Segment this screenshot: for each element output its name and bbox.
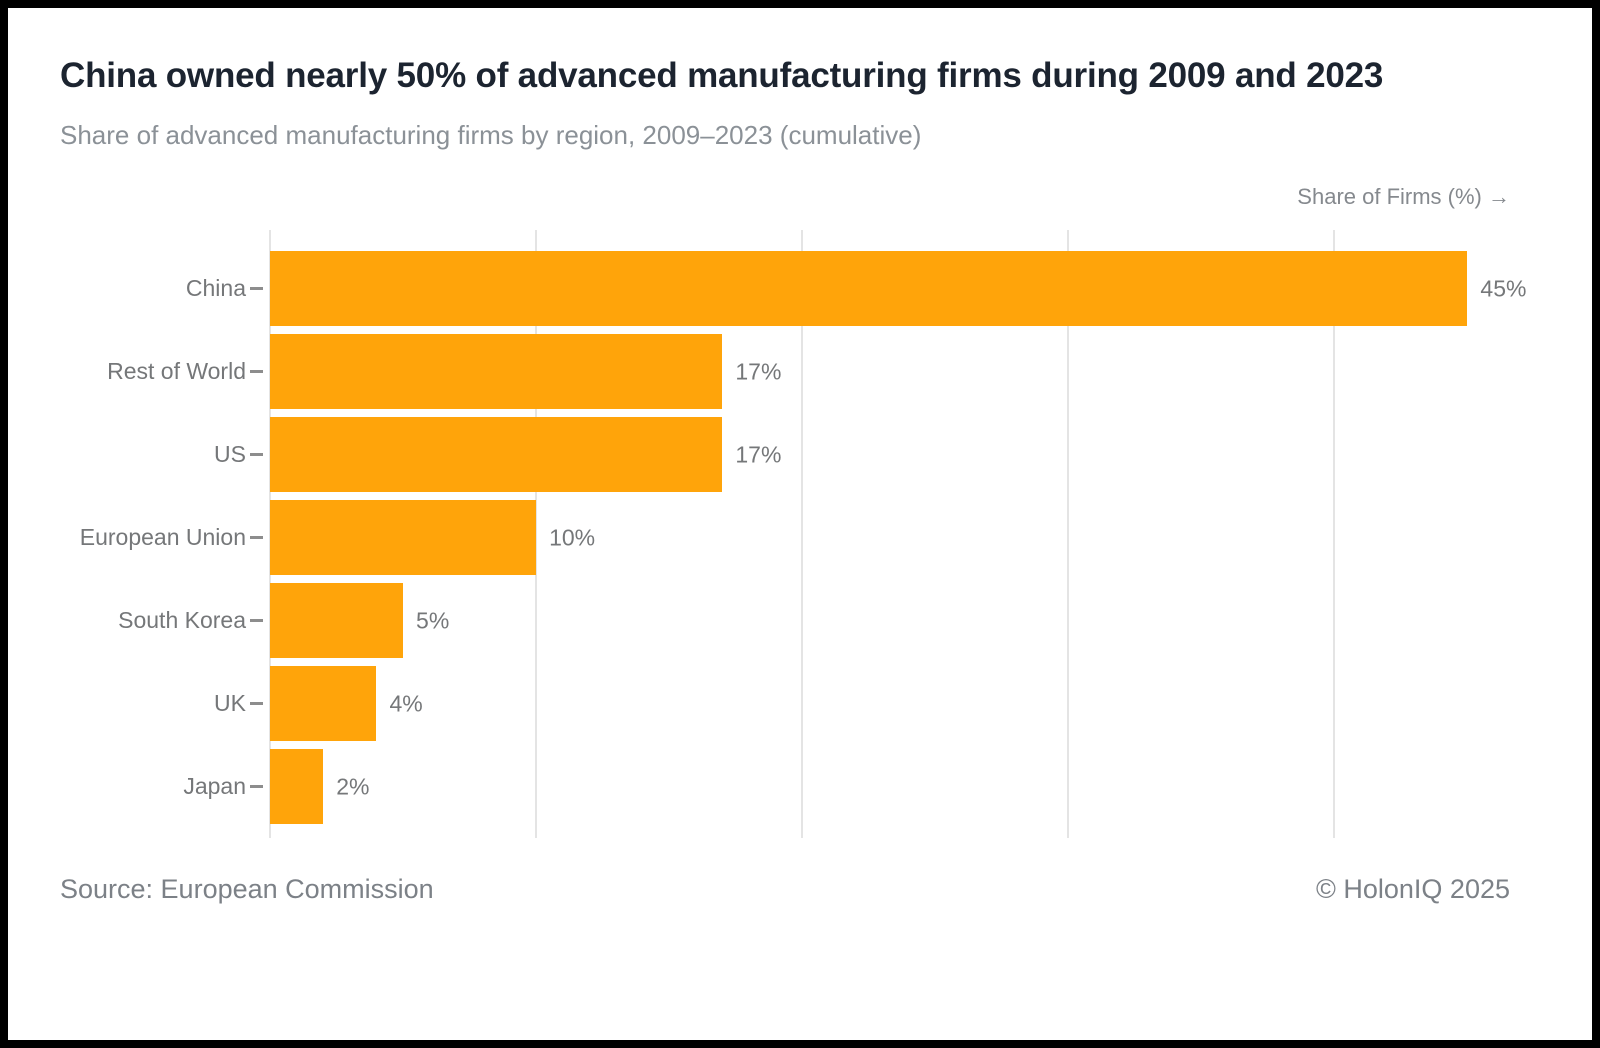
bar-row: China 45% [8, 251, 1592, 326]
bar-japan [270, 749, 324, 824]
bar-track: 4% [270, 666, 1510, 741]
category-label: US [214, 441, 246, 467]
bar-row: European Union 10% [8, 500, 1592, 575]
gridline [1333, 230, 1336, 838]
gridline [1067, 230, 1070, 838]
value-label: 45% [1480, 275, 1527, 301]
gridline [801, 230, 804, 838]
source-text: Source: European Commission [60, 874, 434, 904]
axis-tick-mark [250, 536, 263, 539]
category-label: Japan [183, 773, 246, 799]
axis-tick-mark [250, 453, 263, 456]
bar-track: 17% [270, 334, 1510, 409]
chart-title: China owned nearly 50% of advanced manuf… [60, 56, 1384, 95]
value-label: 4% [389, 690, 423, 716]
bar-row: Japan 2% [8, 749, 1592, 824]
axis-tick-mark [250, 702, 263, 705]
category-label: European Union [79, 524, 246, 550]
category-label: Rest of World [107, 358, 246, 384]
bar-china [270, 251, 1468, 326]
chart-footer: Source: European Commission © HolonIQ 20… [60, 874, 1510, 905]
bar-european-union [270, 500, 537, 575]
copyright-text: © HolonIQ 2025 [1315, 874, 1510, 904]
bar-track: 5% [270, 583, 1510, 658]
bar-row: Rest of World 17% [8, 334, 1592, 409]
bar-rows: China 45% Rest of World 17% US 17% European Un… [8, 251, 1592, 824]
axis-tick-mark [250, 287, 263, 290]
bar-row: US 17% [8, 417, 1592, 492]
bar-uk [270, 666, 377, 741]
value-label: 5% [416, 607, 450, 633]
value-label: 17% [735, 358, 782, 384]
bar-rest-of-world [270, 334, 723, 409]
axis-tick-mark [250, 785, 263, 788]
bar-track: 45% [270, 251, 1526, 326]
chart-card: China owned nearly 50% of advanced manuf… [8, 8, 1592, 1040]
category-label: UK [214, 690, 246, 716]
chart-subtitle: Share of advanced manufacturing firms by… [60, 120, 922, 150]
bar-track: 10% [270, 500, 1510, 575]
gridline [535, 230, 538, 838]
category-label: China [185, 275, 246, 301]
bar-south-korea [270, 583, 404, 658]
x-axis-label: Share of Firms (%) → [1297, 184, 1510, 209]
bar-track: 2% [270, 749, 1510, 824]
bar-row: South Korea 5% [8, 583, 1592, 658]
axis-tick-mark [250, 370, 263, 373]
bar-us [270, 417, 723, 492]
value-label: 10% [549, 524, 596, 550]
axis-tick-mark [250, 619, 263, 622]
category-label: South Korea [118, 607, 246, 633]
value-label: 17% [735, 441, 782, 467]
bar-row: UK 4% [8, 666, 1592, 741]
bar-track: 17% [270, 417, 1510, 492]
value-label: 2% [336, 773, 370, 799]
